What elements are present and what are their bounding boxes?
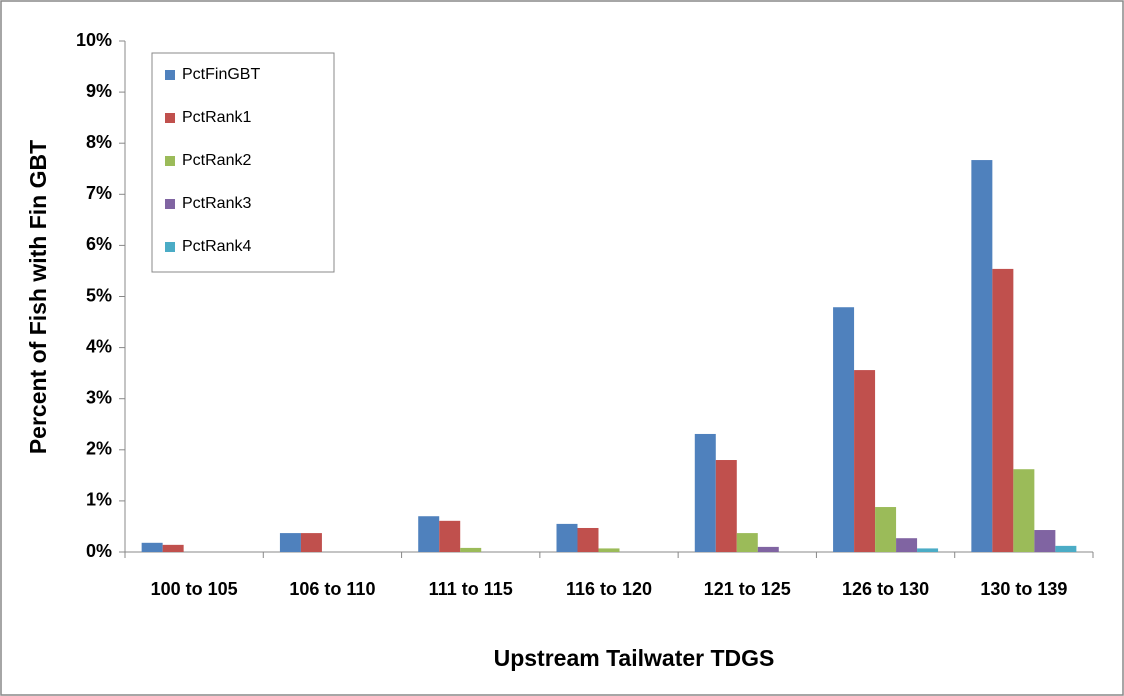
- x-tick-label: 106 to 110: [289, 579, 375, 599]
- bar: [556, 523, 578, 552]
- bar: [736, 533, 758, 552]
- bar: [694, 433, 716, 552]
- y-tick-label: 2%: [86, 439, 112, 459]
- y-tick-label: 9%: [86, 81, 112, 101]
- bar: [917, 548, 939, 552]
- legend-box: [151, 52, 335, 273]
- bar: [715, 460, 737, 552]
- bar: [854, 370, 876, 552]
- bar: [971, 160, 993, 553]
- bar: [1034, 530, 1056, 552]
- legend-label: PctRank2: [182, 152, 251, 169]
- bar: [833, 307, 855, 552]
- x-tick-label: 121 to 125: [704, 579, 791, 599]
- bar: [757, 546, 779, 552]
- bar: [1055, 545, 1077, 552]
- x-axis-title: Upstream Tailwater TDGS: [494, 645, 775, 671]
- y-tick-label: 5%: [86, 285, 112, 305]
- y-tick-label: 6%: [86, 234, 112, 254]
- bar: [300, 533, 322, 552]
- bar: [279, 533, 301, 552]
- y-tick-label: 0%: [86, 541, 112, 561]
- bar: [1013, 469, 1035, 552]
- x-tick-label: 111 to 115: [429, 579, 513, 599]
- legend-label: PctFinGBT: [182, 66, 260, 83]
- bar: [598, 548, 620, 552]
- y-tick-label: 10%: [76, 30, 112, 50]
- bar: [439, 520, 461, 552]
- legend-label: PctRank1: [182, 109, 251, 126]
- y-tick-label: 4%: [86, 336, 112, 356]
- x-tick-label: 130 to 139: [980, 579, 1067, 599]
- bar: [460, 547, 482, 552]
- legend-swatch: [165, 70, 175, 80]
- legend-swatch: [165, 199, 175, 209]
- bar: [162, 544, 184, 552]
- bar: [577, 527, 599, 552]
- y-tick-label: 3%: [86, 387, 112, 407]
- legend-swatch: [165, 156, 175, 166]
- bar: [418, 516, 440, 552]
- x-tick-label: 116 to 120: [566, 579, 652, 599]
- y-tick-label: 1%: [86, 490, 112, 510]
- y-tick-label: 7%: [86, 183, 112, 203]
- bar: [875, 507, 897, 552]
- bar: [141, 542, 163, 552]
- legend-swatch: [165, 113, 175, 123]
- legend-label: PctRank4: [182, 238, 251, 255]
- x-tick-label: 100 to 105: [151, 579, 238, 599]
- bar: [896, 538, 918, 552]
- y-axis-title: Percent of Fish with Fin GBT: [25, 140, 51, 454]
- legend-swatch: [165, 242, 175, 252]
- legend-label: PctRank3: [182, 195, 251, 212]
- x-tick-label: 126 to 130: [842, 579, 929, 599]
- y-tick-label: 8%: [86, 132, 112, 152]
- bar: [992, 268, 1014, 552]
